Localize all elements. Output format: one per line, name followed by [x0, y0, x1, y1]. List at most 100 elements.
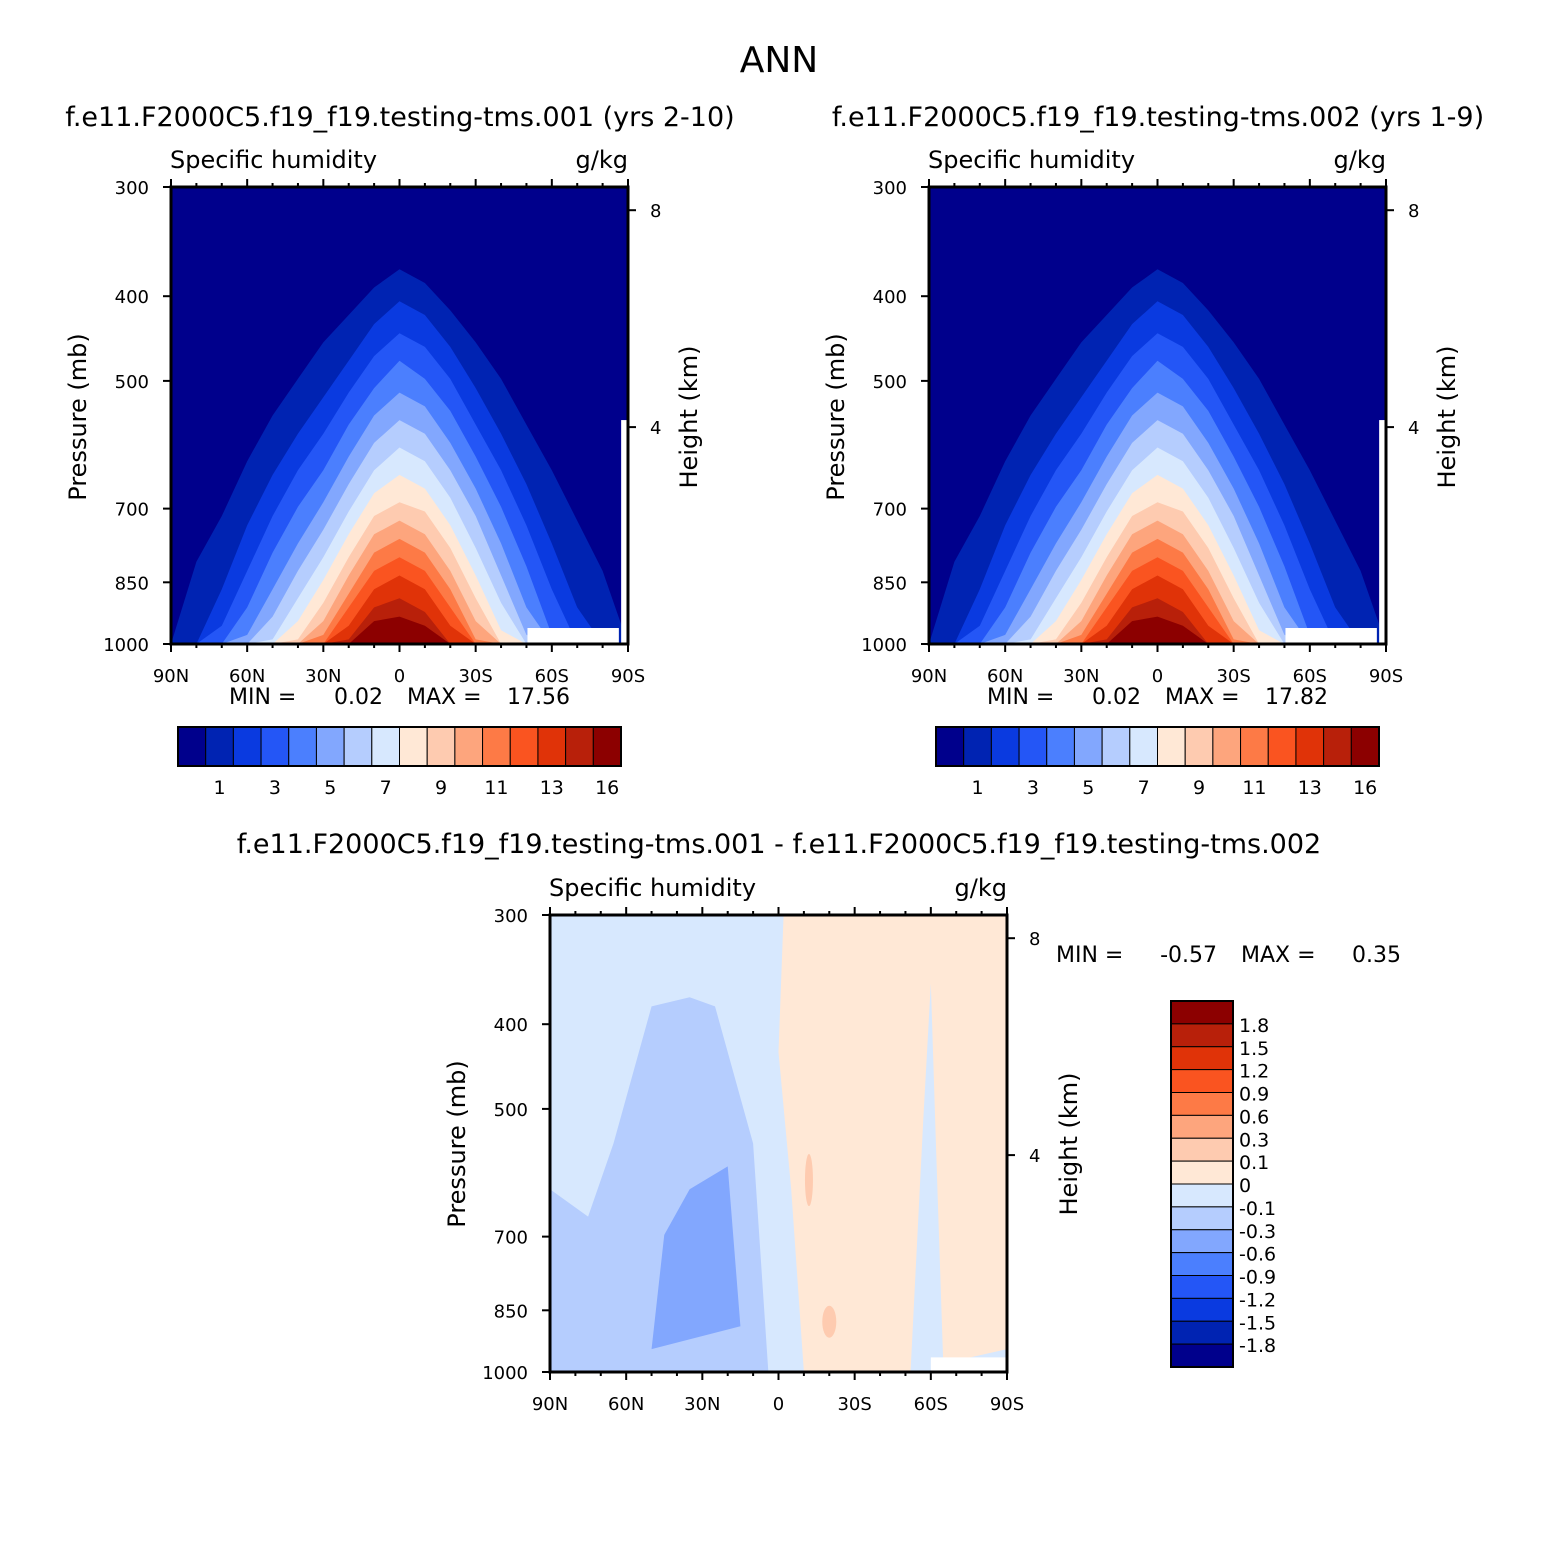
max-value: 0.35	[1352, 943, 1401, 968]
min-label: MIN =	[1056, 943, 1123, 968]
colorbar-label: 5	[1082, 777, 1094, 799]
panel-title: f.e11.F2000C5.f19_f19.testing-tms.001 (y…	[65, 102, 734, 133]
colorbar-swatch	[1074, 727, 1102, 766]
y-axis-label: Pressure (mb)	[443, 1060, 471, 1227]
y2-tick-label: 8	[1408, 201, 1419, 222]
y-tick-label: 1000	[103, 635, 149, 656]
y-tick-label: 500	[494, 1100, 528, 1121]
colorbar-label: 1.2	[1239, 1061, 1269, 1083]
x-tick-label: 60N	[608, 1394, 644, 1415]
y-tick-label: 700	[873, 500, 907, 521]
panel-model-001: f.e11.F2000C5.f19_f19.testing-tms.001 (y…	[64, 102, 735, 799]
max-label: MAX =	[407, 685, 482, 710]
min-value: 0.02	[334, 685, 383, 710]
y-axis-label: Pressure (mb)	[64, 333, 92, 500]
x-tick-label: 90S	[990, 1394, 1024, 1415]
x-tick-label: 60N	[229, 666, 265, 687]
x-tick-label: 90S	[611, 666, 645, 687]
colorbar-label: 11	[1242, 777, 1266, 799]
contour-field	[929, 187, 1387, 644]
x-tick-label: 90N	[532, 1394, 568, 1415]
colorbar-label: 3	[1027, 777, 1039, 799]
min-label: MIN =	[229, 685, 296, 710]
min-value: 0.02	[1092, 685, 1141, 710]
colorbar-label: 1	[213, 777, 225, 799]
y-tick-label: 300	[494, 906, 528, 927]
page-title: ANN	[740, 40, 819, 81]
y2-tick-label: 8	[1029, 929, 1040, 950]
colorbar-swatch	[1171, 1001, 1233, 1024]
colorbar-label: 7	[1138, 777, 1150, 799]
colorbar-swatch	[1171, 1184, 1233, 1207]
colorbar-label: 3	[269, 777, 281, 799]
y2-tick-label: 4	[650, 418, 661, 439]
missing-data-region	[931, 1357, 1032, 1372]
colorbar-swatch	[1324, 727, 1352, 766]
colorbar-swatch	[289, 727, 317, 766]
colorbar-label: 16	[595, 777, 619, 799]
colorbar-swatch	[1171, 1161, 1233, 1184]
y2-axis-label: Height (km)	[1055, 1073, 1083, 1216]
y2-axis-label: Height (km)	[1433, 346, 1461, 489]
colorbar-label: 11	[484, 777, 508, 799]
colorbar-label: -0.9	[1239, 1267, 1276, 1289]
y-tick-label: 400	[115, 287, 149, 308]
contour-field	[550, 915, 1031, 1372]
colorbar-swatch	[1171, 1230, 1233, 1253]
colorbar-swatch	[372, 727, 400, 766]
colorbar-swatch	[1213, 727, 1241, 766]
colorbar-label: 5	[324, 777, 336, 799]
contour-level-pos-medium	[805, 1154, 813, 1206]
colorbar-swatch	[1171, 1298, 1233, 1321]
y-tick-label: 300	[115, 178, 149, 199]
y-tick-label: 850	[494, 1301, 528, 1322]
colorbar-label: 1	[971, 777, 983, 799]
panel-units-label: g/kg	[576, 146, 628, 174]
max-label: MAX =	[1241, 943, 1316, 968]
y-tick-label: 500	[115, 372, 149, 393]
colorbar-swatch	[1102, 727, 1130, 766]
colorbar-swatch	[1171, 1344, 1233, 1367]
x-tick-label: 30S	[1216, 666, 1250, 687]
colorbar-label: -1.8	[1239, 1335, 1276, 1357]
colorbar-label: 13	[1298, 777, 1322, 799]
x-tick-label: 0	[1152, 666, 1163, 687]
colorbar-label: -1.5	[1239, 1312, 1276, 1334]
colorbar-label: -0.6	[1239, 1244, 1276, 1266]
colorbar-swatch	[964, 727, 992, 766]
colorbar-swatch	[510, 727, 538, 766]
y-tick-label: 850	[873, 573, 907, 594]
y2-axis-label: Height (km)	[675, 346, 703, 489]
min-label: MIN =	[987, 685, 1054, 710]
y-tick-label: 400	[494, 1015, 528, 1036]
panel-units-label: g/kg	[1334, 146, 1386, 174]
colorbar-swatch	[1171, 1276, 1233, 1299]
colorbar-label: 0.9	[1239, 1084, 1269, 1106]
colorbar-swatch	[1268, 727, 1296, 766]
colorbar-swatch	[206, 727, 234, 766]
colorbar-swatch	[1171, 1138, 1233, 1161]
min-value: -0.57	[1160, 943, 1217, 968]
y-tick-label: 700	[494, 1228, 528, 1249]
colorbar-swatch	[261, 727, 289, 766]
x-tick-label: 90N	[153, 666, 189, 687]
y-tick-label: 850	[115, 573, 149, 594]
contour-field	[171, 187, 629, 644]
colorbar-swatch	[1158, 727, 1186, 766]
missing-data-region	[527, 628, 618, 644]
x-tick-label: 30S	[458, 666, 492, 687]
colorbar-swatch	[1171, 1253, 1233, 1276]
colorbar-swatch	[455, 727, 483, 766]
colorbar-swatch	[1296, 727, 1324, 766]
y2-tick-label: 4	[1029, 1146, 1040, 1167]
y-tick-label: 300	[873, 178, 907, 199]
panel-title: f.e11.F2000C5.f19_f19.testing-tms.002 (y…	[832, 102, 1484, 133]
contour-level-pos-medium	[822, 1306, 836, 1338]
y2-tick-label: 4	[1408, 418, 1419, 439]
colorbar-swatch	[991, 727, 1019, 766]
y-axis-label: Pressure (mb)	[822, 333, 850, 500]
x-tick-label: 30N	[305, 666, 341, 687]
colorbar-swatch	[1351, 727, 1379, 766]
colorbar-swatch	[344, 727, 372, 766]
